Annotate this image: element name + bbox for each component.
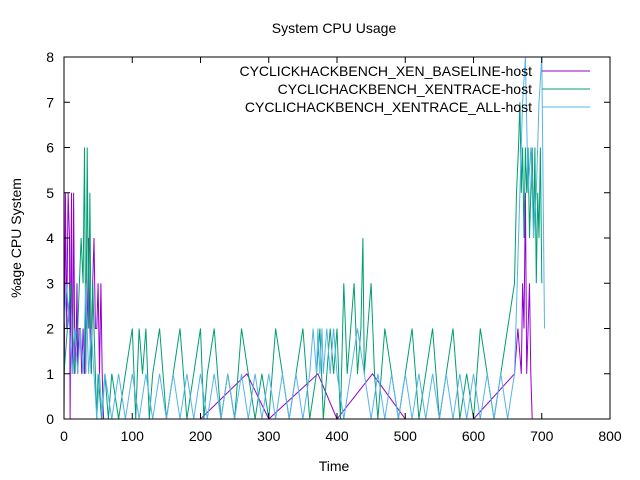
x-tick-label: 400 — [325, 428, 349, 444]
x-tick-label: 500 — [394, 428, 418, 444]
y-tick-label: 6 — [46, 140, 54, 156]
series-layer — [63, 56, 545, 420]
legend: CYCLICKHACKBENCH_XEN_BASELINE-host CYCLIC… — [239, 63, 590, 115]
x-axis-label: Time — [319, 458, 350, 474]
chart-title: System CPU Usage — [272, 20, 397, 36]
y-tick-label: 2 — [46, 321, 54, 337]
x-tick-label: 300 — [257, 428, 281, 444]
y-tick-label: 0 — [46, 411, 54, 427]
x-tick-label: 700 — [530, 428, 554, 444]
legend-label-3: CYCLICHACKBENCH_XENTRACE_ALL-host — [245, 99, 532, 115]
y-axis-label: %age CPU System — [8, 178, 24, 298]
series-line-3 — [63, 56, 545, 420]
x-axis: 0 100 200 300 400 500 600 700 800 — [60, 57, 622, 444]
legend-label-1: CYCLICKHACKBENCH_XEN_BASELINE-host — [239, 63, 532, 79]
y-tick-label: 5 — [46, 185, 54, 201]
series-line-2 — [63, 102, 543, 420]
x-tick-label: 200 — [189, 428, 213, 444]
y-tick-label: 8 — [46, 49, 54, 65]
y-axis: 0 1 2 3 4 5 6 7 8 — [46, 49, 610, 427]
x-tick-label: 800 — [598, 428, 622, 444]
x-tick-label: 0 — [60, 428, 68, 444]
y-tick-label: 7 — [46, 94, 54, 110]
legend-label-2: CYCLICHACKBENCH_XENTRACE-host — [278, 81, 533, 97]
x-tick-label: 100 — [121, 428, 145, 444]
y-tick-label: 3 — [46, 275, 54, 291]
y-tick-label: 4 — [46, 230, 54, 246]
x-tick-label: 600 — [462, 428, 486, 444]
y-tick-label: 1 — [46, 366, 54, 382]
